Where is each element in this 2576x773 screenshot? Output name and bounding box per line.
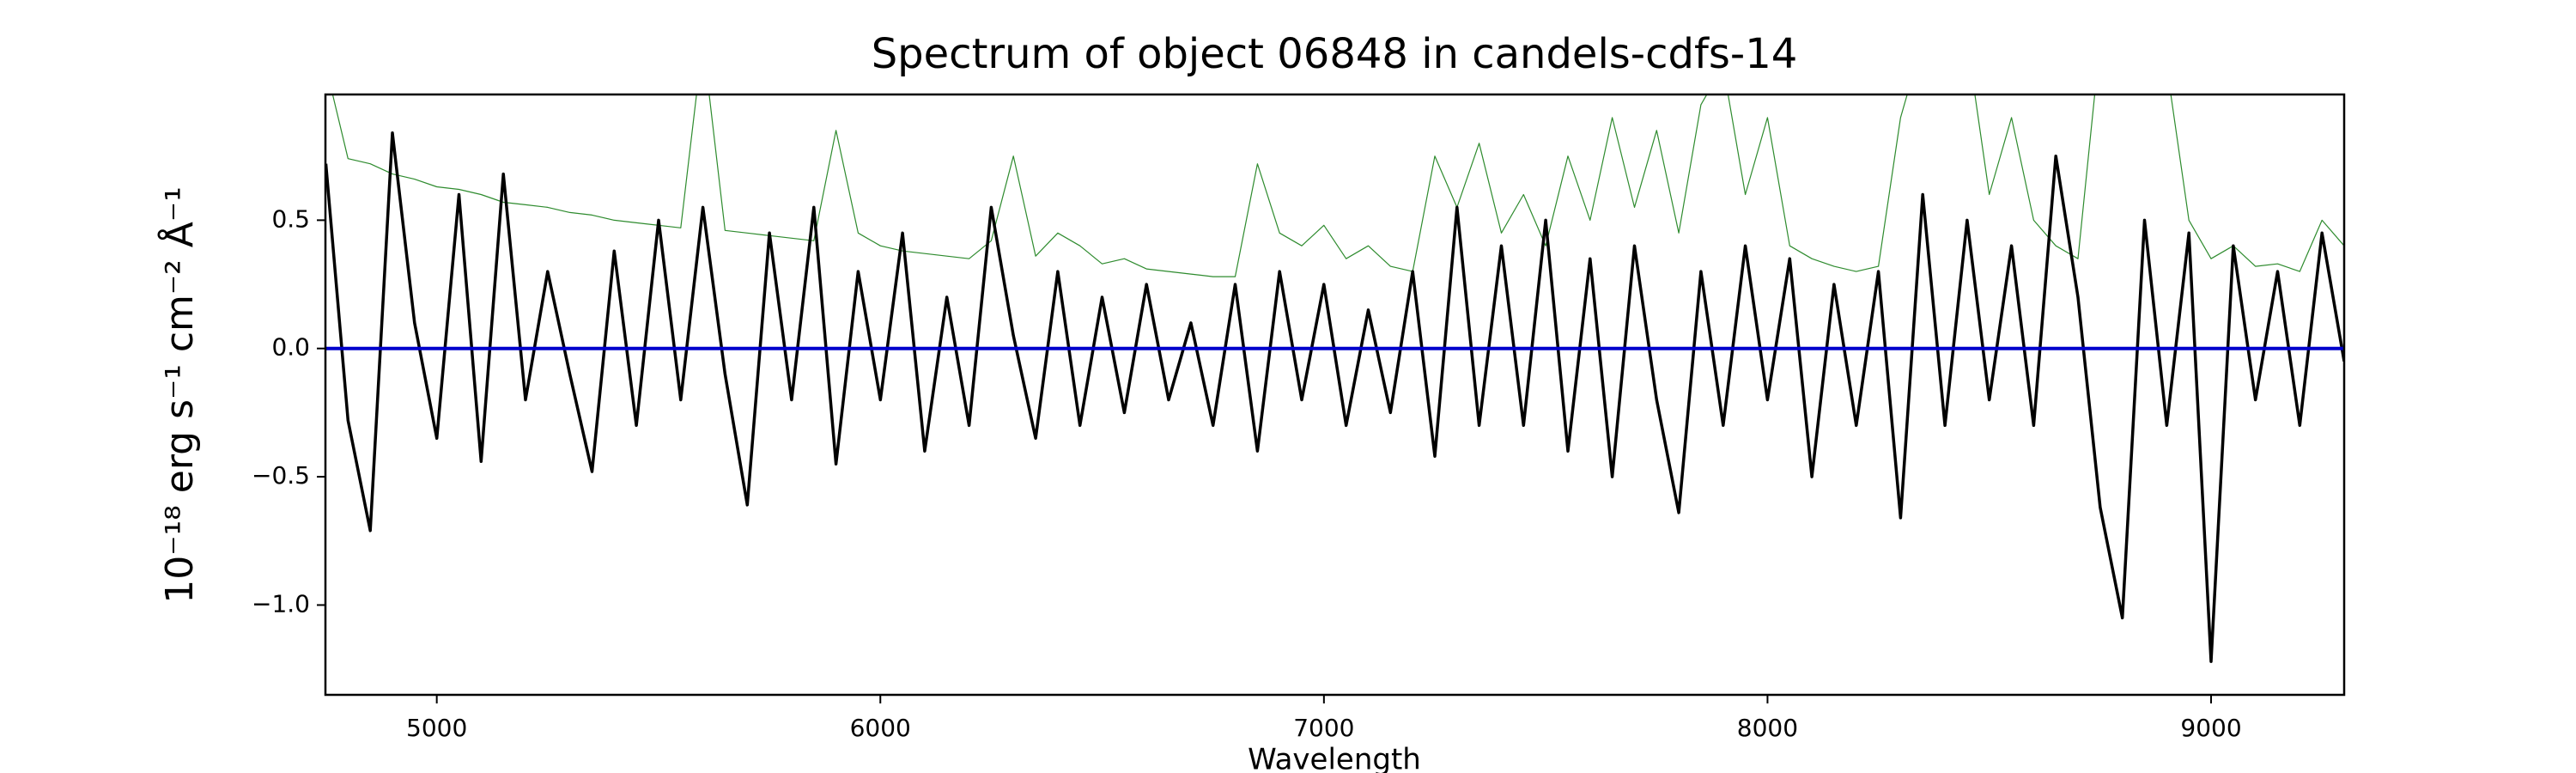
plot-area — [325, 94, 2344, 663]
y-tick-label: −1.0 — [252, 589, 310, 618]
x-tick-label: 6000 — [850, 714, 911, 742]
x-tick-label: 8000 — [1737, 714, 1798, 742]
chart-title: Spectrum of object 06848 in candels-cdfs… — [872, 30, 1798, 78]
data-line — [331, 94, 2344, 277]
x-tick-label: 5000 — [406, 714, 467, 742]
y-tick-label: 0.0 — [271, 333, 310, 362]
x-tick-label: 7000 — [1293, 714, 1354, 742]
x-axis-label: Wavelength — [1248, 743, 1421, 773]
plot-frame — [324, 93, 2346, 697]
x-tick-label: 9000 — [2180, 714, 2241, 742]
y-tick-label: −0.5 — [252, 461, 310, 490]
y-tick-label: 0.5 — [271, 204, 310, 233]
y-axis-label: 10⁻¹⁸ erg s⁻¹ cm⁻² Å⁻¹ — [156, 186, 202, 603]
data-line — [325, 131, 2344, 663]
